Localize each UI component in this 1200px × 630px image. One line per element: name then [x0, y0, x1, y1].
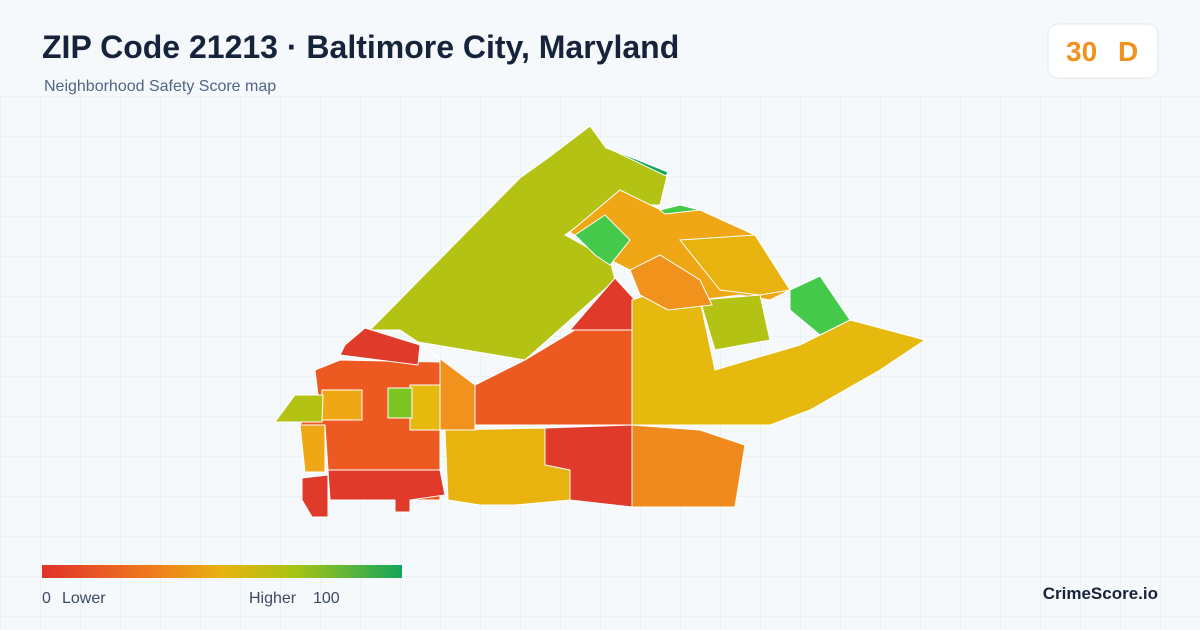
legend-max: 100 [313, 590, 340, 607]
score-badge [1047, 23, 1159, 79]
legend-gradient [42, 565, 402, 578]
legend-min: 0 [42, 590, 51, 607]
title: ZIP Code 21213 · Baltimore City, Marylan… [42, 29, 679, 65]
subtitle: Neighborhood Safety Score map [44, 78, 276, 95]
score-value: 30 [1066, 36, 1097, 67]
brand: CrimeScore.io [1043, 584, 1158, 603]
score-grade: D [1118, 36, 1138, 67]
legend-low: Lower [62, 590, 106, 607]
legend-high: Higher [249, 590, 297, 607]
map [274, 125, 927, 518]
